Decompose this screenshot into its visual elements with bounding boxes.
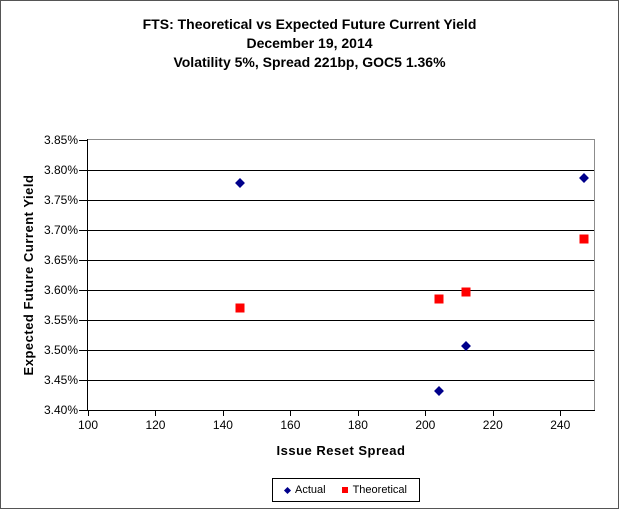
y-axis-tick <box>79 260 87 261</box>
legend-label-actual: Actual <box>295 484 326 496</box>
gridline <box>88 199 594 201</box>
y-axis-tick-label: 3.80% <box>43 163 78 177</box>
y-axis-line <box>87 139 88 411</box>
y-axis-tick <box>79 410 87 411</box>
x-axis-tick-label: 220 <box>482 418 503 432</box>
x-axis-title: Issue Reset Spread <box>276 443 406 458</box>
x-axis-tick-label: 180 <box>347 418 368 432</box>
y-axis-tick <box>79 200 87 201</box>
x-axis-tick-label: 120 <box>145 418 166 432</box>
y-axis-tick-label: 3.65% <box>43 253 78 267</box>
chart-title-line-1: FTS: Theoretical vs Expected Future Curr… <box>142 16 477 32</box>
x-axis-tick-label: 200 <box>415 418 436 432</box>
plot-area <box>87 139 595 411</box>
y-axis-tick-label: 3.75% <box>43 193 78 207</box>
y-axis-tick-label: 3.60% <box>43 283 78 297</box>
x-axis-tick <box>88 411 89 416</box>
x-axis-tick-label: 240 <box>550 418 571 432</box>
y-axis-tick <box>79 230 87 231</box>
y-axis-tick-label: 3.70% <box>43 223 78 237</box>
y-axis-title: Expected Future Current Yield <box>21 174 36 376</box>
x-axis-tick <box>425 411 427 416</box>
y-axis-tick-label: 3.40% <box>43 403 78 417</box>
theoretical-square-icon <box>341 487 348 493</box>
x-axis-tick-label: 160 <box>280 418 301 432</box>
x-axis-tick <box>560 411 562 416</box>
y-axis-tick <box>79 350 87 351</box>
x-axis-tick <box>492 411 494 416</box>
plot-border <box>87 139 595 411</box>
y-axis-tick-label: 3.55% <box>43 313 78 327</box>
legend-item-actual: Actual <box>283 484 326 496</box>
y-axis-tick-label: 3.45% <box>43 373 78 387</box>
y-axis-tick-label: 3.85% <box>43 133 78 147</box>
x-axis-tick <box>290 411 292 416</box>
actual-diamond-icon <box>283 486 292 494</box>
gridline <box>88 319 594 321</box>
y-axis-tick <box>79 380 87 381</box>
x-axis-line <box>87 410 595 411</box>
x-axis-tick <box>357 411 359 416</box>
chart-title-line-3: Volatility 5%, Spread 221bp, GOC5 1.36% <box>173 54 446 70</box>
legend-item-theoretical: Theoretical <box>341 484 407 496</box>
gridline <box>88 349 594 351</box>
y-axis-tick <box>79 170 87 171</box>
x-axis-tick <box>222 411 224 416</box>
theoretical-data-point <box>434 294 444 304</box>
gridline <box>88 259 594 261</box>
actual-data-point <box>234 178 245 189</box>
y-axis-tick-label: 3.50% <box>43 343 78 357</box>
legend: Actual Theoretical <box>272 478 420 502</box>
theoretical-data-point <box>461 287 471 297</box>
actual-data-point <box>578 172 589 183</box>
chart-title-line-2: December 19, 2014 <box>246 35 373 51</box>
gridline <box>88 289 594 291</box>
x-axis-tick-label: 100 <box>77 418 99 432</box>
actual-data-point <box>433 385 444 396</box>
y-axis-tick <box>79 320 87 321</box>
theoretical-data-point <box>235 303 245 313</box>
theoretical-data-point <box>579 234 589 244</box>
y-axis-tick <box>79 140 87 141</box>
gridline <box>88 169 594 171</box>
gridline <box>88 379 594 381</box>
gridline <box>88 229 594 231</box>
chart-title: FTS: Theoretical vs Expected Future Curr… <box>1 15 618 72</box>
x-axis-tick-label: 140 <box>212 418 233 432</box>
legend-label-theoretical: Theoretical <box>352 484 407 496</box>
x-axis-tick <box>155 411 157 416</box>
y-axis-tick <box>79 290 87 291</box>
